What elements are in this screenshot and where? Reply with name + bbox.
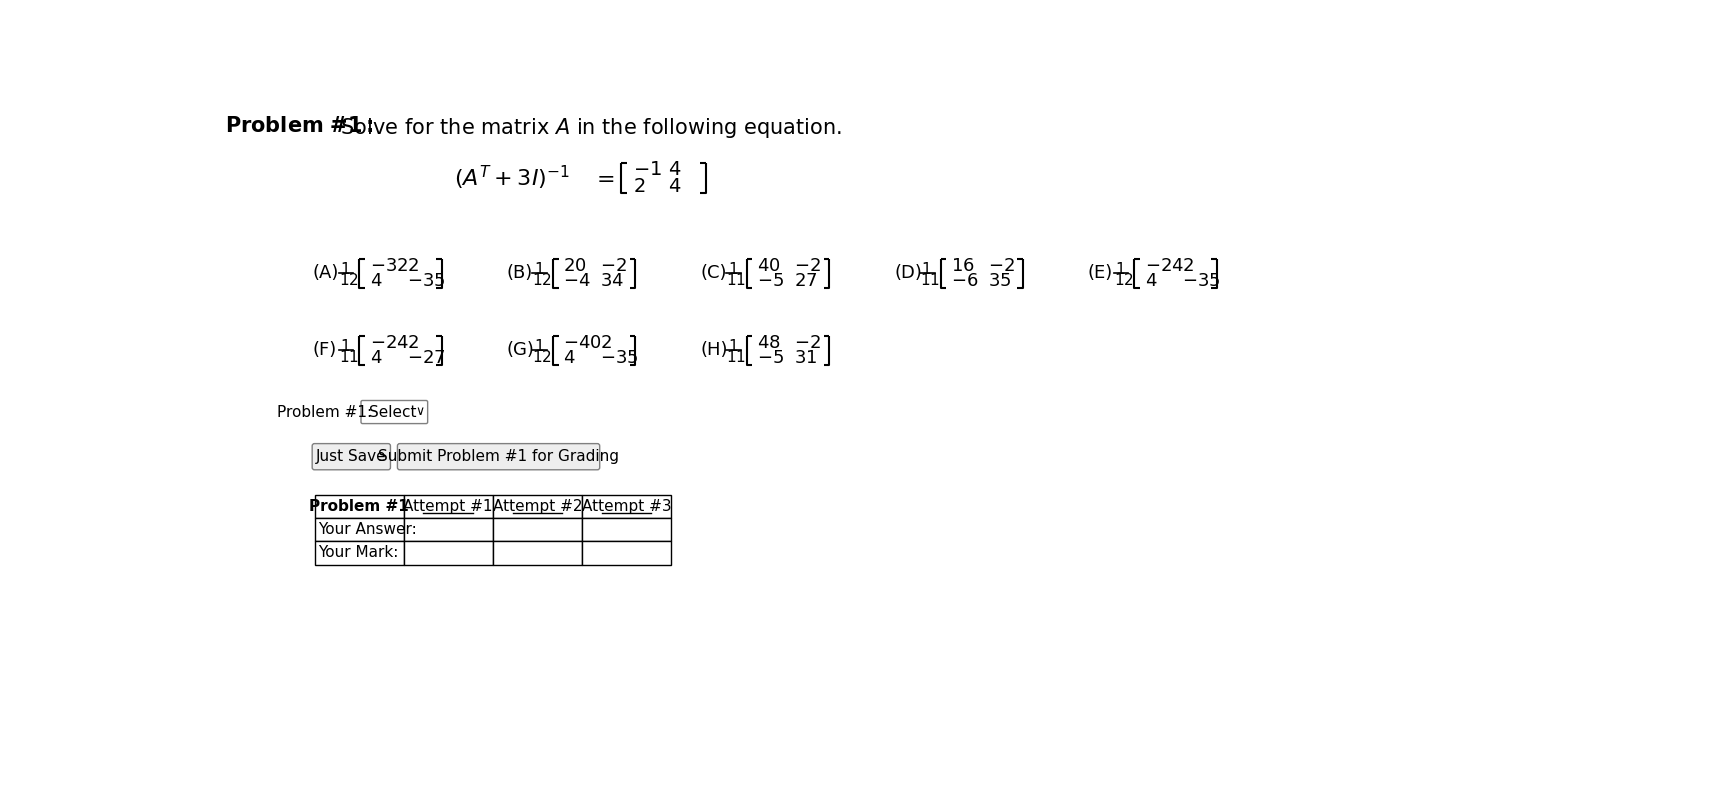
Text: (H): (H) xyxy=(701,341,728,359)
Text: $-5$: $-5$ xyxy=(758,349,783,367)
Text: $31$: $31$ xyxy=(793,349,817,367)
FancyBboxPatch shape xyxy=(315,518,404,541)
Text: Problem #1: Problem #1 xyxy=(310,499,409,514)
Text: (D): (D) xyxy=(894,265,922,283)
Text: (B): (B) xyxy=(506,265,534,283)
Text: Submit Problem #1 for Grading: Submit Problem #1 for Grading xyxy=(378,450,619,465)
Text: $-24$: $-24$ xyxy=(1144,257,1183,275)
Text: $12$: $12$ xyxy=(532,272,552,288)
Text: $=$: $=$ xyxy=(592,168,614,188)
Text: $1$: $1$ xyxy=(340,261,351,276)
Text: $12$: $12$ xyxy=(1113,272,1134,288)
Text: $4$: $4$ xyxy=(669,160,681,179)
Text: Just Save: Just Save xyxy=(316,450,386,465)
Text: ∨: ∨ xyxy=(416,404,424,418)
Text: Your Mark:: Your Mark: xyxy=(318,545,398,560)
Text: $-5$: $-5$ xyxy=(758,273,783,291)
Text: $-2$: $-2$ xyxy=(988,257,1014,275)
Text: (A): (A) xyxy=(313,265,339,283)
Text: Attempt #2: Attempt #2 xyxy=(492,499,581,514)
Text: $16$: $16$ xyxy=(951,257,975,275)
Text: $-24$: $-24$ xyxy=(369,333,409,352)
Text: $-32$: $-32$ xyxy=(369,257,407,275)
FancyBboxPatch shape xyxy=(315,495,404,518)
FancyBboxPatch shape xyxy=(404,541,492,565)
Text: (C): (C) xyxy=(701,265,727,283)
Text: Attempt #1: Attempt #1 xyxy=(404,499,492,514)
Text: Select: Select xyxy=(369,404,416,419)
Text: $4$: $4$ xyxy=(369,349,381,367)
Text: (G): (G) xyxy=(506,341,535,359)
Text: $1$: $1$ xyxy=(340,338,351,354)
Text: Problem #1:: Problem #1: xyxy=(277,404,373,419)
Text: $1$: $1$ xyxy=(1115,261,1125,276)
Text: Your Answer:: Your Answer: xyxy=(318,522,417,537)
Text: $12$: $12$ xyxy=(339,272,359,288)
FancyBboxPatch shape xyxy=(404,495,492,518)
FancyBboxPatch shape xyxy=(492,541,581,565)
FancyBboxPatch shape xyxy=(361,401,428,423)
Text: $2$: $2$ xyxy=(633,177,645,196)
Text: $-35$: $-35$ xyxy=(1182,273,1221,291)
Text: Solve for the matrix $A$ in the following equation.: Solve for the matrix $A$ in the followin… xyxy=(333,116,841,141)
FancyBboxPatch shape xyxy=(492,495,581,518)
Text: $12$: $12$ xyxy=(532,348,552,365)
FancyBboxPatch shape xyxy=(397,444,600,470)
Text: $35$: $35$ xyxy=(988,273,1011,291)
Text: $1$: $1$ xyxy=(534,338,544,354)
Text: $1$: $1$ xyxy=(534,261,544,276)
Text: $-35$: $-35$ xyxy=(600,349,640,367)
FancyBboxPatch shape xyxy=(315,541,404,565)
Text: (E): (E) xyxy=(1088,265,1113,283)
Text: $-27$: $-27$ xyxy=(407,349,445,367)
Text: (F): (F) xyxy=(313,341,337,359)
Text: $-40$: $-40$ xyxy=(563,333,602,352)
Text: $2$: $2$ xyxy=(1182,257,1194,275)
Text: $4$: $4$ xyxy=(369,273,381,291)
Text: $27$: $27$ xyxy=(793,273,817,291)
Text: $(A^T + 3I)^{-1}$: $(A^T + 3I)^{-1}$ xyxy=(453,164,569,192)
Text: $-2$: $-2$ xyxy=(600,257,628,275)
Text: $4$: $4$ xyxy=(563,349,576,367)
Text: $-2$: $-2$ xyxy=(793,257,821,275)
Text: $11$: $11$ xyxy=(727,272,746,288)
Text: $11$: $11$ xyxy=(339,348,359,365)
Text: $4$: $4$ xyxy=(669,177,681,196)
FancyBboxPatch shape xyxy=(313,444,390,470)
Text: $-1$: $-1$ xyxy=(633,160,662,179)
Text: $1$: $1$ xyxy=(727,261,737,276)
Text: $2$: $2$ xyxy=(407,257,419,275)
Text: $1$: $1$ xyxy=(727,338,737,354)
Text: $4$: $4$ xyxy=(1144,273,1158,291)
Text: $-2$: $-2$ xyxy=(793,333,821,352)
Text: $-4$: $-4$ xyxy=(563,273,592,291)
Text: $2$: $2$ xyxy=(407,333,419,352)
FancyBboxPatch shape xyxy=(581,541,670,565)
Text: $\bf{Problem\ \#1:}$: $\bf{Problem\ \#1:}$ xyxy=(226,116,374,137)
Text: $2$: $2$ xyxy=(600,333,612,352)
Text: $34$: $34$ xyxy=(600,273,624,291)
Text: Attempt #3: Attempt #3 xyxy=(581,499,672,514)
Text: $11$: $11$ xyxy=(920,272,940,288)
FancyBboxPatch shape xyxy=(492,518,581,541)
Text: $1$: $1$ xyxy=(922,261,932,276)
Text: $20$: $20$ xyxy=(563,257,587,275)
Text: $48$: $48$ xyxy=(758,333,781,352)
Text: $11$: $11$ xyxy=(727,348,746,365)
FancyBboxPatch shape xyxy=(581,518,670,541)
Text: $40$: $40$ xyxy=(758,257,780,275)
FancyBboxPatch shape xyxy=(581,495,670,518)
FancyBboxPatch shape xyxy=(404,518,492,541)
Text: $-35$: $-35$ xyxy=(407,273,445,291)
Text: $-6$: $-6$ xyxy=(951,273,978,291)
